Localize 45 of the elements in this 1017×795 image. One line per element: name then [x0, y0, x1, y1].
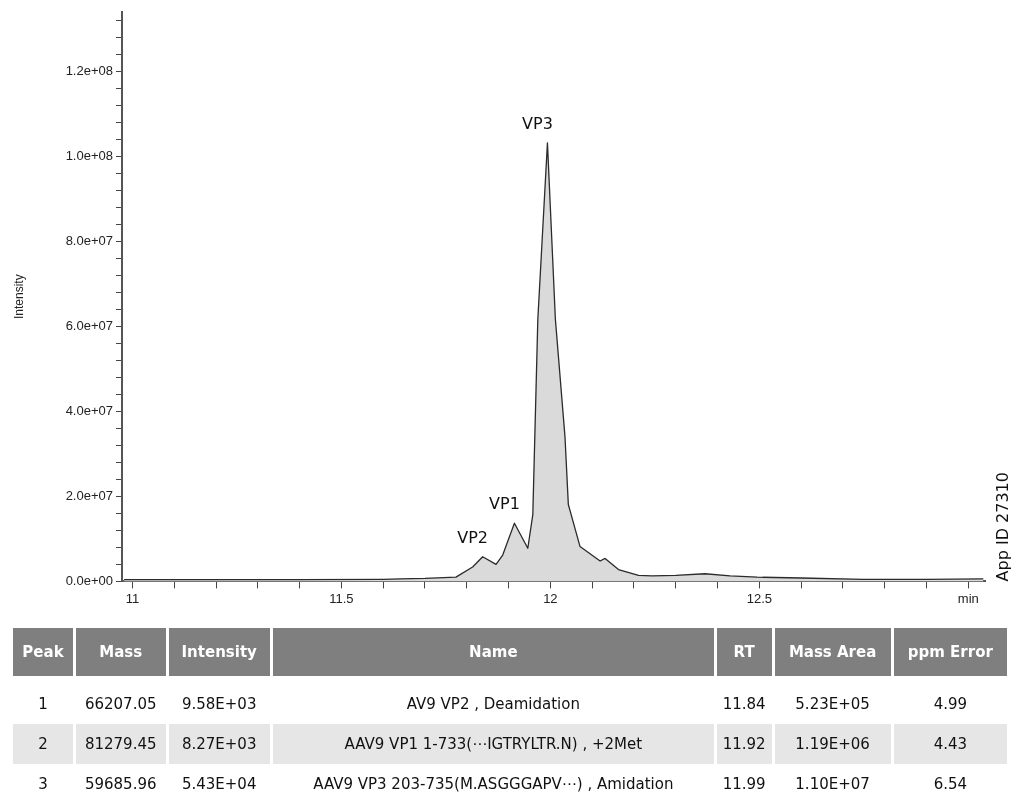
- text: 11.99: [722, 775, 766, 793]
- text: 1: [38, 695, 48, 713]
- annotation: VP3: [522, 114, 553, 134]
- y-tick-label: 6.0e+07: [65, 318, 113, 334]
- y-tick-label: 1.0e+08: [65, 148, 113, 164]
- text: 4.99: [933, 695, 968, 713]
- y-axis-title: Intensity: [11, 274, 26, 320]
- text: 5.23E+05: [795, 695, 870, 713]
- y-tick-label: 4.0e+07: [65, 403, 113, 419]
- category-label: Mass Area: [774, 628, 891, 676]
- category-label: Peak: [13, 628, 73, 676]
- x-tick-label: 11: [125, 590, 140, 606]
- category-label: Mass: [75, 628, 166, 676]
- text: 6.54: [933, 775, 968, 793]
- y-tick-label: 2.0e+07: [65, 487, 113, 503]
- text: 81279.45: [84, 735, 157, 753]
- text: 11.92: [722, 735, 766, 753]
- text: 66207.05: [84, 695, 157, 713]
- text: AAV9 VP1 1-733(⋯IGTRYLTR.N) , +2Met: [344, 735, 643, 753]
- category-label: ppm Error: [893, 628, 1007, 676]
- category-label: Intensity: [168, 628, 270, 676]
- text: 9.58E+03: [181, 695, 257, 713]
- text: 1.19E+06: [795, 735, 870, 753]
- annotation: VP2: [457, 527, 489, 547]
- y-tick-label: 0.0e+00: [65, 572, 113, 588]
- text: 3: [38, 775, 48, 793]
- text: App ID 27310: [993, 472, 1013, 582]
- text: 8.27E+03: [181, 735, 257, 753]
- y-tick-label: 1.2e+08: [65, 63, 113, 79]
- text: AV9 VP2 , Deamidation: [406, 695, 580, 713]
- text: 4.43: [933, 735, 968, 753]
- category-label: RT: [716, 628, 772, 676]
- x-tick-label: 12: [543, 590, 558, 606]
- x-tick-label: min: [957, 590, 979, 606]
- x-tick-label: 11.5: [329, 590, 354, 606]
- category-label: Name: [272, 628, 714, 676]
- text: 2: [38, 735, 48, 753]
- text: 59685.96: [84, 775, 157, 793]
- text: 5.43E+04: [181, 775, 257, 793]
- y-tick-label: 8.0e+07: [65, 233, 113, 249]
- annotation: VP1: [489, 494, 520, 514]
- text: AAV9 VP3 203-735(M.ASGGGAPV⋯) , Amidation: [313, 775, 674, 793]
- x-tick-label: 12.5: [746, 590, 772, 606]
- text: 11.84: [722, 695, 766, 713]
- text: 1.10E+07: [795, 775, 870, 793]
